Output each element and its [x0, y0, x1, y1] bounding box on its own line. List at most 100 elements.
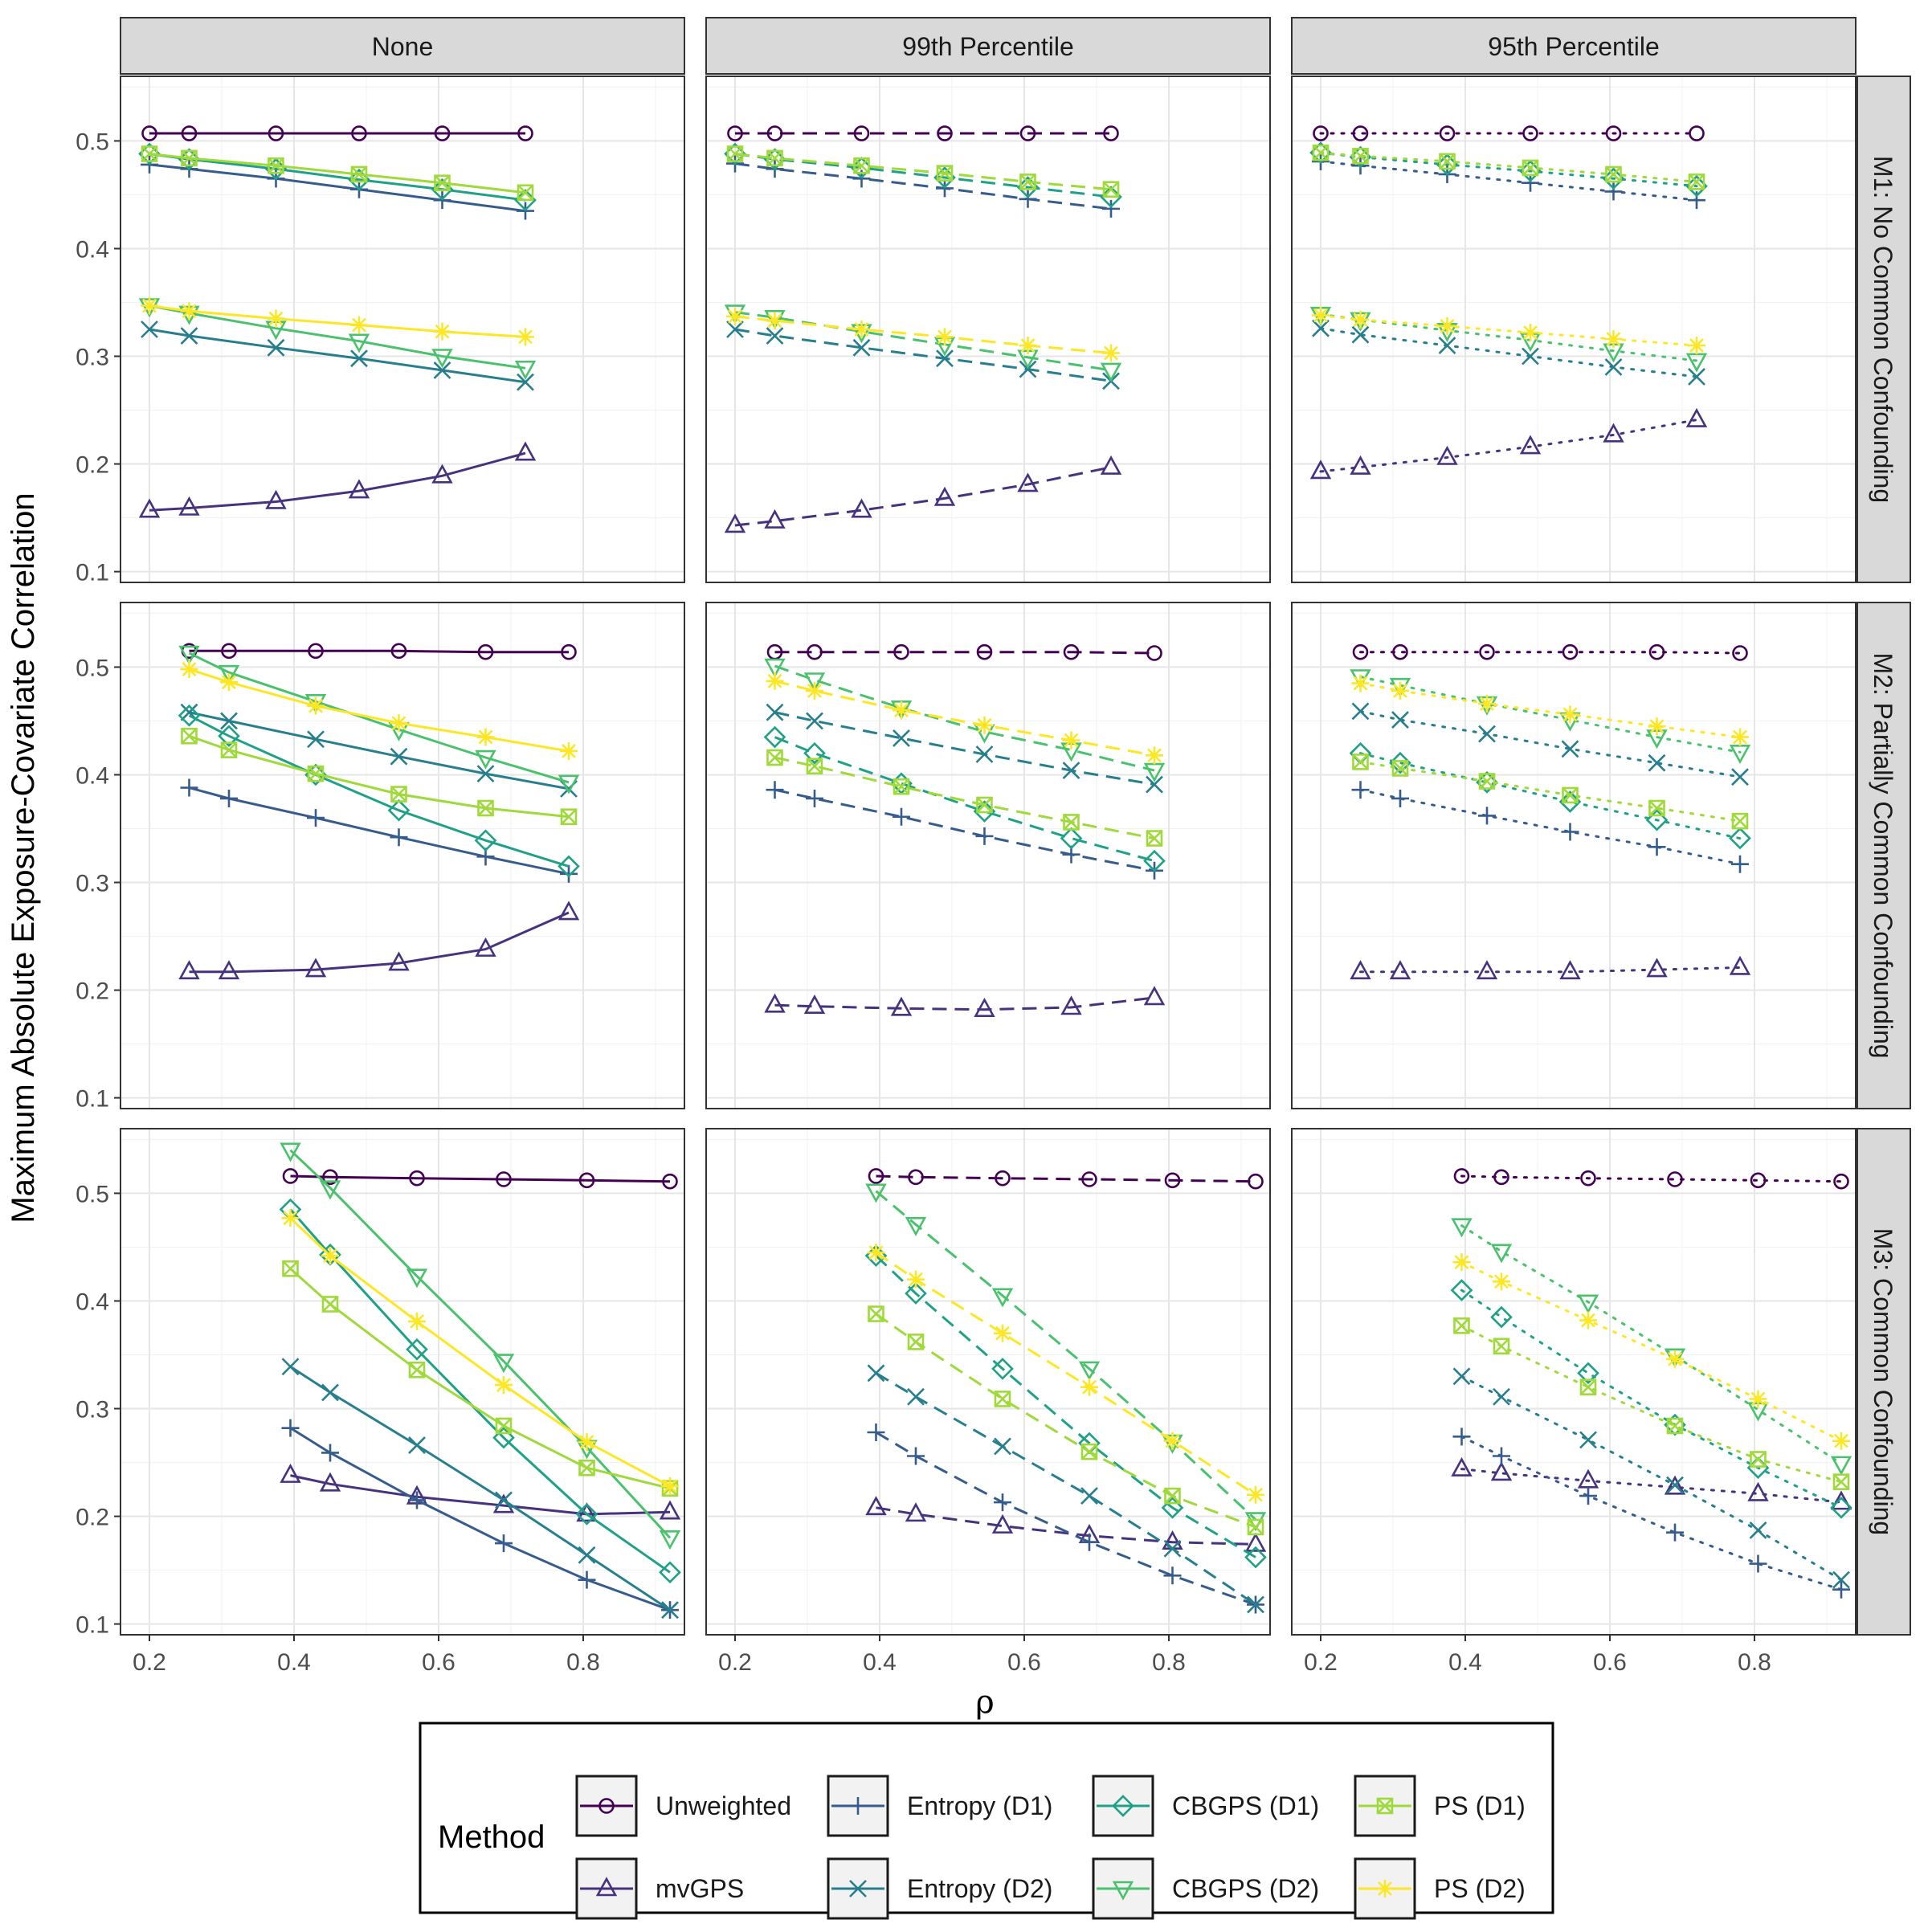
legend-entry: Entropy (D2) [827, 1857, 1052, 1920]
data-point [1164, 1172, 1181, 1189]
series-square-x [1453, 1317, 1850, 1490]
data-point [181, 125, 198, 141]
legend-entry: PS (D1) [1354, 1775, 1526, 1837]
data-point [991, 1358, 1014, 1380]
data-point [141, 296, 158, 315]
facet-strip-label: M3: Common Confounding [1869, 1228, 1897, 1535]
data-point [1478, 773, 1496, 790]
data-point [1146, 746, 1163, 765]
data-point [907, 1387, 925, 1406]
facet-strip-column [705, 17, 1271, 75]
y-tick-label: 0.1 [76, 560, 109, 586]
x-tick-label: 0.2 [1304, 1649, 1338, 1676]
series-line [875, 1190, 1257, 1521]
data-point [350, 349, 368, 368]
series-line [289, 1365, 671, 1611]
data-point [578, 1571, 596, 1589]
series-line [1359, 788, 1742, 866]
data-point [1490, 1244, 1513, 1264]
data-point [1605, 165, 1622, 183]
series-circle [1313, 125, 1705, 141]
series-cross [1452, 1367, 1850, 1589]
x-tick-label: 0.6 [1007, 1649, 1041, 1676]
data-point [578, 1172, 595, 1189]
data-point [1603, 423, 1624, 443]
y-tick-label: 0.3 [76, 345, 109, 371]
data-point [409, 1170, 425, 1187]
series-line [1359, 682, 1742, 739]
legend-entry: PS (D2) [1354, 1857, 1526, 1920]
x-tick-label: 0.4 [863, 1649, 897, 1676]
data-point [321, 1247, 339, 1265]
data-point [890, 996, 913, 1016]
legend-label: CBGPS (D2) [1172, 1874, 1319, 1903]
facet-strip-label: 99th Percentile [902, 32, 1073, 61]
series-plus [1351, 781, 1749, 873]
data-point [1522, 159, 1539, 177]
data-point [867, 1364, 885, 1383]
data-point [1493, 1272, 1510, 1291]
data-point [907, 1270, 925, 1289]
data-point [1729, 827, 1751, 850]
panel: 0.2 0.4 0.6 0.8 [705, 1128, 1271, 1676]
data-point [477, 799, 494, 817]
x-tick-label: 0.8 [1738, 1649, 1771, 1676]
data-point [178, 960, 200, 980]
data-point [1559, 960, 1581, 980]
data-point [1313, 125, 1329, 141]
x-tick-label: 0.2 [133, 1649, 166, 1676]
data-point [1439, 153, 1456, 170]
data-point [1648, 838, 1666, 856]
data-point [560, 808, 578, 826]
data-point [350, 316, 368, 334]
panel-border [120, 76, 685, 583]
data-point [1146, 830, 1163, 847]
series-circle [181, 643, 577, 660]
data-point [390, 828, 408, 847]
legend-label: Entropy (D1) [907, 1791, 1052, 1820]
data-point [138, 498, 161, 518]
data-point [1244, 1512, 1267, 1532]
data-point [726, 145, 744, 162]
series-line [290, 1474, 671, 1516]
data-point [1493, 1447, 1510, 1465]
data-point [406, 1338, 428, 1361]
y-tick-label: 0.2 [76, 452, 109, 479]
data-point [350, 165, 368, 183]
data-point [1666, 1350, 1684, 1368]
series-plus [180, 778, 578, 883]
series-plus [281, 1419, 679, 1620]
data-point [321, 1383, 339, 1402]
series-square-x [766, 749, 1163, 847]
data-point [1312, 306, 1330, 325]
series-triangle-down [865, 1183, 1267, 1532]
data-point [321, 1444, 339, 1462]
data-point [893, 701, 910, 720]
data-point [1060, 827, 1083, 850]
data-point [1244, 1546, 1267, 1569]
series-line [289, 1217, 671, 1488]
data-point [1078, 1361, 1101, 1381]
data-point [1352, 754, 1369, 770]
panel-border [120, 602, 685, 1109]
data-point [268, 125, 284, 141]
data-point [853, 125, 870, 141]
series-circle [141, 125, 533, 141]
data-point [431, 349, 453, 369]
data-point [766, 672, 784, 690]
data-point [319, 1472, 341, 1492]
data-point [141, 321, 158, 338]
data-point [265, 489, 287, 509]
legend-key-marker [1376, 1797, 1394, 1815]
data-point [806, 681, 823, 700]
data-point [1747, 1481, 1769, 1501]
series-line [1460, 1435, 1843, 1591]
data-point [1648, 643, 1665, 660]
series-line [1460, 1260, 1843, 1443]
panel-background [1292, 76, 1856, 582]
data-point [1351, 325, 1370, 344]
data-point [1351, 310, 1370, 329]
data-point [766, 749, 783, 766]
data-point [1391, 760, 1409, 777]
panel [705, 602, 1271, 1109]
